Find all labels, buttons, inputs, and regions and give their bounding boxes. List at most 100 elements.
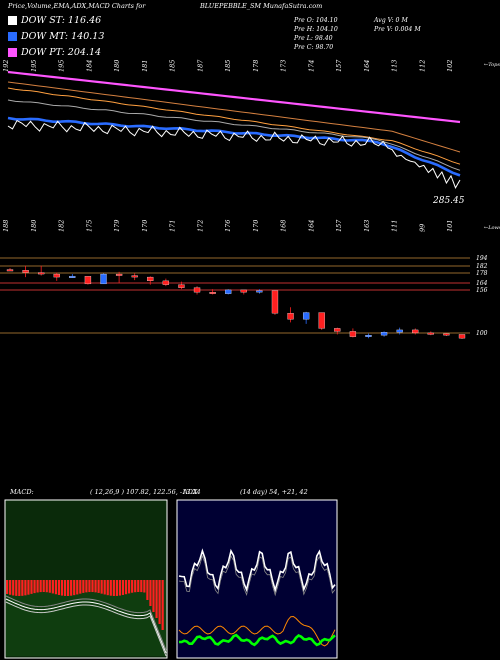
macd-histogram-bar [39, 580, 42, 593]
top-price-label: 184 [85, 60, 93, 72]
top-price-label: 112 [418, 60, 426, 72]
plus-di-line [179, 633, 336, 647]
candle-body [178, 284, 185, 288]
header-title: Price,Volume,EMA,ADX,MACD Charts for [8, 2, 146, 10]
low-price-label: 175 [85, 220, 93, 232]
candle-body [193, 287, 201, 293]
candle-body [349, 331, 357, 337]
legend-st-label: DOW ST: 116.46 [21, 15, 102, 26]
adx-shadow-line [178, 554, 336, 597]
ema-line-2 [7, 87, 461, 165]
macd-title: MACD: [10, 488, 34, 496]
legend-pt-label: DOW PT: 204.14 [21, 47, 102, 58]
low-price-label: 164 [307, 220, 315, 232]
candle-body [84, 276, 92, 285]
low-price-label: 170 [252, 220, 260, 232]
candle-body [334, 328, 341, 332]
low-price-label: 101 [446, 220, 454, 232]
top-price-label: 187 [196, 59, 204, 72]
macd-histogram-bar [134, 580, 137, 593]
lows-caption: ←Lows [484, 225, 500, 231]
macd-histogram-bar [33, 580, 36, 594]
macd-histogram-bar [18, 580, 21, 596]
macd-histogram-bar [100, 580, 103, 594]
legend-st: DOW ST: 116.46 [8, 15, 101, 26]
volume-axis-label: 100 [476, 330, 488, 337]
dow-mt-line [7, 116, 461, 177]
macd-histogram-bar [27, 580, 30, 595]
macd-histogram-bar [15, 580, 18, 596]
top-price-label: 192 [2, 60, 10, 72]
macd-histogram-bar [158, 580, 161, 624]
macd-histogram-bar [60, 580, 64, 596]
top-price-label: 185 [169, 60, 177, 72]
macd-histogram-bar [73, 580, 76, 596]
low-price-label: 111 [391, 220, 399, 232]
macd-histogram-bar [30, 580, 33, 594]
macd-signal-line [5, 601, 167, 657]
top-price-label: 157 [335, 59, 343, 72]
minus-di-line [178, 615, 336, 647]
macd-histogram-bar [143, 580, 146, 593]
volume-axis-label: 194 [476, 255, 488, 262]
macd-histogram-bar [137, 580, 140, 593]
candle-body [38, 272, 45, 275]
candle-body [115, 273, 123, 276]
chart-symbol: BLUEPEBBLE_SM MunafaSutra.com [200, 2, 322, 10]
candle-body [458, 334, 466, 339]
macd-histogram-bar [91, 580, 94, 593]
macd-histogram-bar [109, 580, 112, 596]
low-price-label: 180 [30, 220, 38, 232]
pre-high: Pre H: 104.10 [294, 26, 338, 33]
candle-body [302, 312, 310, 320]
macd-histogram-bar [45, 580, 48, 593]
top-price-label: 178 [252, 60, 260, 72]
last-price-label: 285.45 [432, 196, 465, 206]
legend-pt-swatch [8, 48, 17, 57]
candle-body [100, 273, 107, 285]
candle-body [396, 329, 403, 333]
macd-histogram-bar [42, 580, 45, 593]
volume-axis-label: 182 [476, 263, 488, 270]
legend-mt: DOW MT: 140.13 [8, 31, 104, 42]
dow-st-line [7, 119, 461, 189]
macd-histogram-bar [36, 580, 39, 593]
macd-histogram-bar [51, 580, 54, 594]
top-price-label: 174 [307, 60, 315, 72]
adx-title: ADX [183, 488, 198, 496]
macd-histogram-bar [155, 580, 158, 618]
candle-body [53, 273, 60, 278]
site-label: MunafaSutra.com [263, 2, 323, 10]
macd-histogram-bar [94, 580, 97, 593]
candle-body [427, 332, 434, 335]
top-price-label: 185 [224, 60, 232, 72]
low-price-label: 163 [363, 220, 371, 232]
macd-histogram-bar [140, 580, 143, 593]
macd-params: ( 12,26,9 ) 107.82, 122.56, -13.24 [90, 488, 201, 496]
ema-line-4 [7, 99, 461, 171]
adx-line [178, 548, 336, 593]
macd-histogram-bar [118, 580, 122, 596]
macd-histogram-bar [124, 580, 128, 595]
macd-histogram-bar [106, 580, 109, 596]
macd-histogram-bar [21, 580, 24, 596]
volume-axis-label: 156 [476, 287, 488, 294]
low-price-label: 99 [418, 224, 426, 232]
candle-body [256, 290, 263, 293]
symbol-label: BLUEPEBBLE_SM [200, 2, 262, 10]
macd-histogram-bar [54, 580, 57, 595]
dow-pt-line [7, 70, 461, 124]
pre-open: Pre O: 104.10 [294, 17, 338, 24]
macd-lower-fill [6, 580, 166, 656]
macd-histogram-bar [146, 580, 149, 600]
top-price-label: 113 [391, 60, 399, 72]
macd-histogram-bar [97, 580, 100, 593]
candle-body [225, 289, 232, 294]
macd-histogram-bar [161, 580, 164, 630]
tops-caption: ←Tops [484, 62, 500, 68]
macd-line [5, 598, 167, 654]
macd-histogram-bar [76, 580, 79, 595]
avg-volume: Avg V: 0 M [374, 17, 408, 24]
candle-body [240, 289, 247, 293]
